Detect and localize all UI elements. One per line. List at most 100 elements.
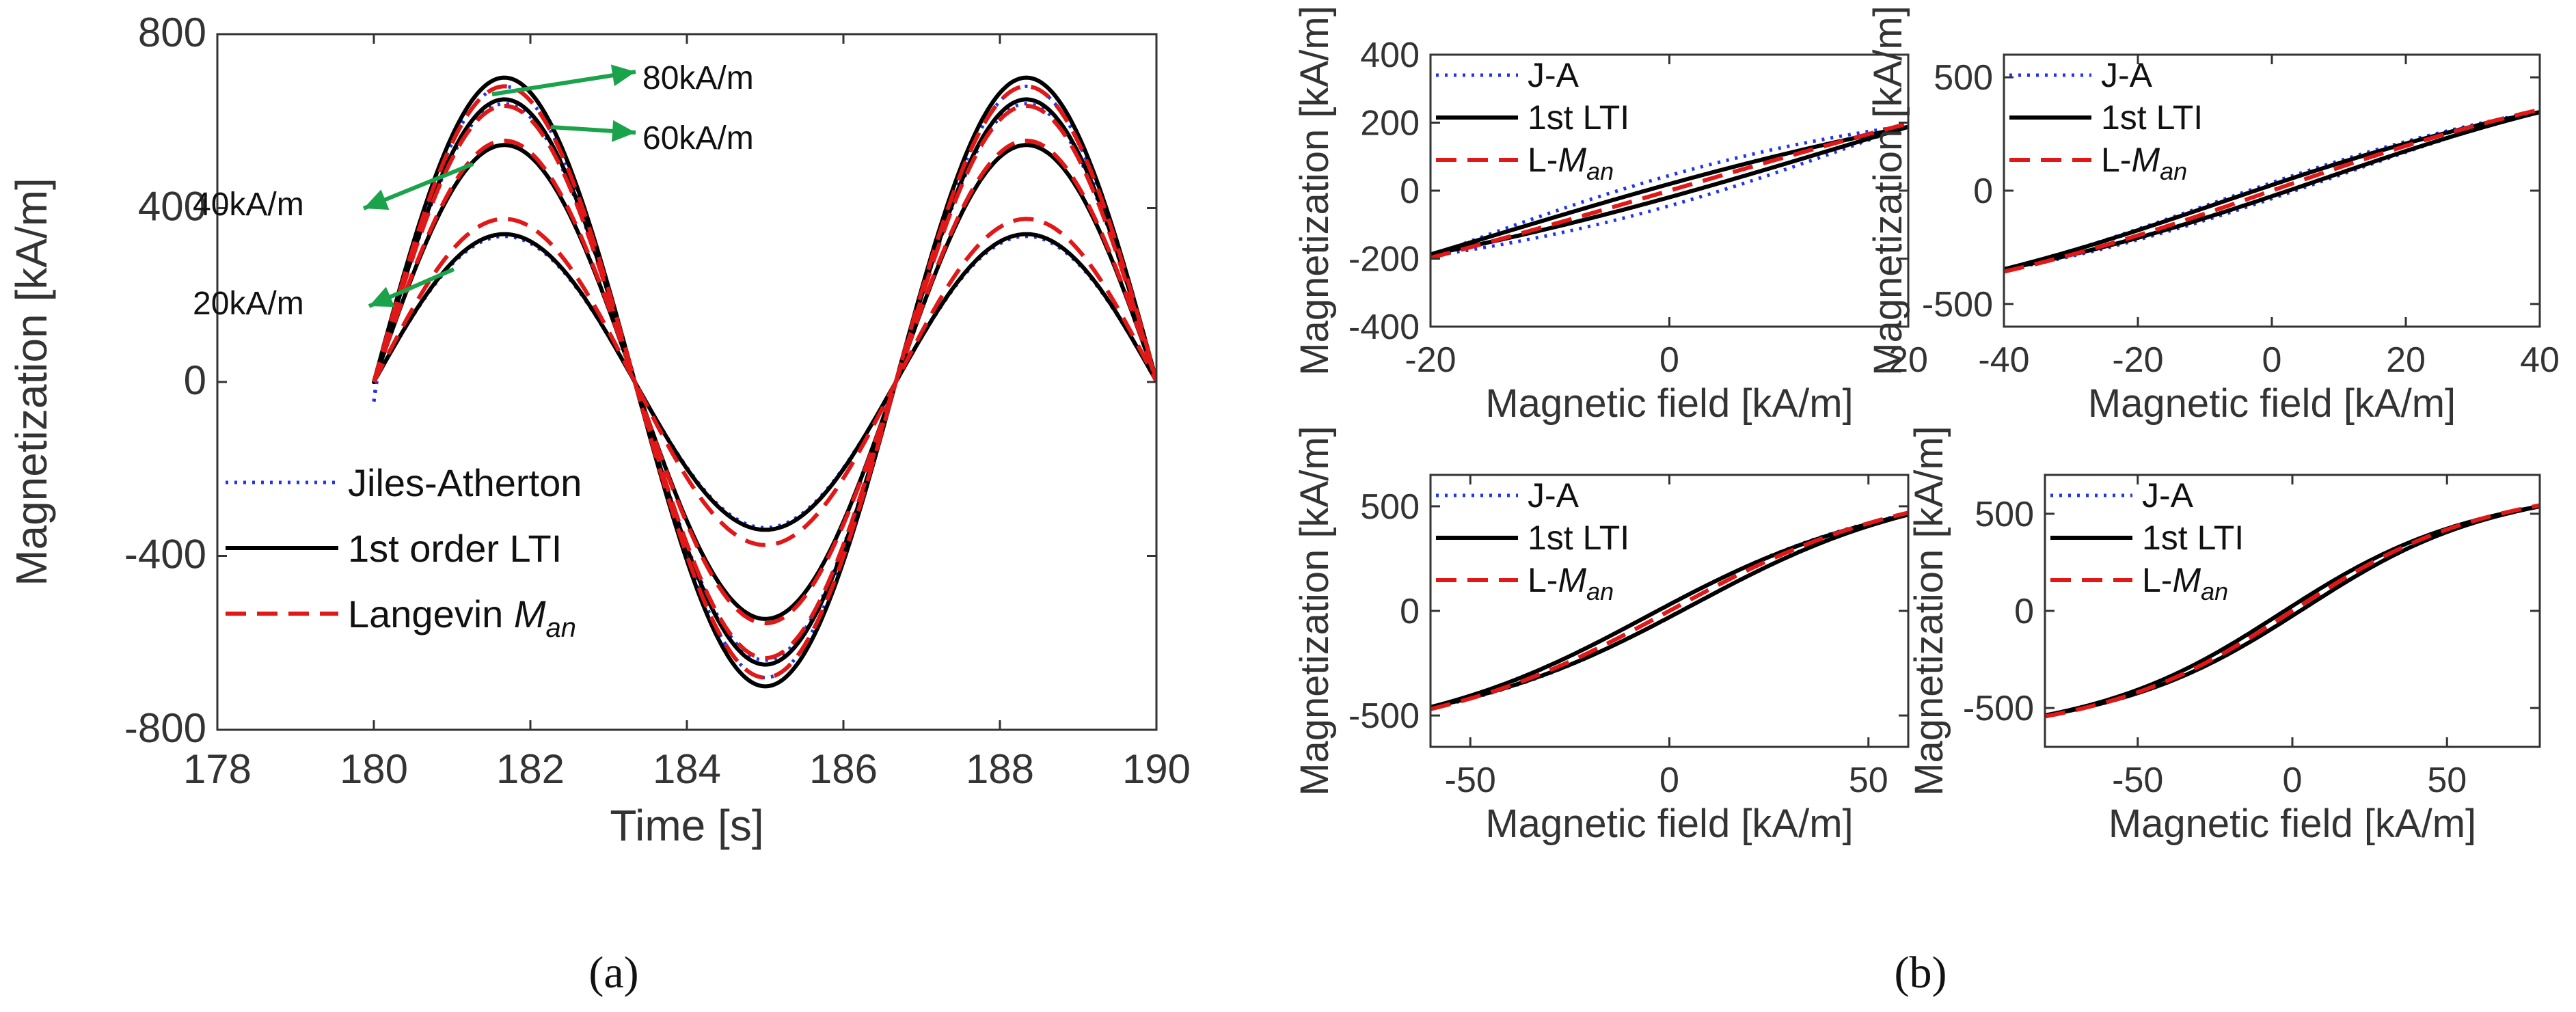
panel-b2-chart: -40 -20 0 20 40 -500 0 500 Magnetic field [kA/m]… <box>1866 5 2560 426</box>
plot-area <box>372 75 1156 689</box>
x-tick-label: 0 <box>1659 340 1679 380</box>
legend-label-3: L-Man <box>1528 141 1614 185</box>
legend-text: J-A <box>2142 476 2194 515</box>
legend-text: J-A <box>2101 56 2153 94</box>
legend-italic: M <box>1558 561 1586 599</box>
annotation-arrows <box>362 64 636 308</box>
x-tick-label: 40 <box>2520 340 2560 380</box>
legend-text: L- <box>2101 141 2131 179</box>
legend-label-3: L-Man <box>1528 561 1614 605</box>
x-tick-label: 50 <box>2427 761 2467 800</box>
panel-a-chart: 178 180 182 184 186 188 190 -800 -400 0 400 800 Time… <box>7 10 1191 850</box>
series-solid-descending <box>1431 124 1908 257</box>
annotation-arrow-head <box>369 286 395 307</box>
annotation-arrow-line <box>491 70 636 96</box>
series-solid-ascending <box>1431 124 1908 257</box>
annotation-arrow-head <box>364 189 390 210</box>
series-dashed <box>2045 503 2540 719</box>
legend-label-2: 1st LTI <box>1528 98 1629 137</box>
legend-label-3: L-Man <box>2101 141 2187 185</box>
y-tick-label: 0 <box>1400 172 1420 211</box>
legend-text: L- <box>1528 141 1558 179</box>
x-axis-label: Magnetic field [kA/m] <box>1485 802 1853 846</box>
legend-text: 1st order LTI <box>348 527 562 570</box>
x-tick-label: 0 <box>2262 340 2282 380</box>
y-tick-label: -500 <box>1348 696 1420 736</box>
y-tick-label: -800 <box>124 705 206 751</box>
legend-text: 1st LTI <box>1528 98 1629 137</box>
legend-label-2: 1st LTI <box>2101 98 2203 137</box>
x-tick-label: 0 <box>2283 761 2303 800</box>
legend-text: Langevin <box>348 592 514 635</box>
x-tick-label: -40 <box>1978 340 2029 380</box>
legend-text: 1st LTI <box>2101 98 2203 137</box>
y-axis-label: Magnetization [kA/m] <box>7 178 56 586</box>
x-axis-label: Magnetic field [kA/m] <box>2109 802 2476 846</box>
x-axis-label: Magnetic field [kA/m] <box>1485 381 1853 426</box>
caption-a: (a) <box>588 948 638 998</box>
plot-area <box>2045 503 2540 719</box>
legend-subscript: an <box>2160 157 2187 185</box>
series-dotted-ascending <box>1431 124 1908 258</box>
legend-italic: M <box>1558 141 1586 179</box>
y-tick-label: -400 <box>1348 307 1420 347</box>
y-axis-label: Magnetization [kA/m] <box>1292 5 1337 376</box>
legend-text: J-A <box>1528 56 1580 94</box>
legend-italic: M <box>2172 561 2201 599</box>
plot-area <box>1431 510 1908 711</box>
legend-text: L- <box>2142 561 2172 599</box>
annotation-40: 40kA/m <box>193 187 304 223</box>
legend-text: J-A <box>1528 476 1580 515</box>
series-solid-descending <box>2004 110 2540 271</box>
x-tick-label: 50 <box>1849 761 1888 800</box>
legend-text: Jiles-Atherton <box>348 461 582 504</box>
y-tick-label: 500 <box>1975 495 2034 534</box>
annotation-80: 80kA/m <box>642 60 754 96</box>
annotation-20: 20kA/m <box>193 286 304 322</box>
y-axis-label: Magnetization [kA/m] <box>1866 5 1910 376</box>
x-tick-label: -20 <box>1405 340 1456 380</box>
series-dashed-20kA <box>372 217 1156 547</box>
legend-label-1: J-A <box>1528 476 1580 515</box>
series-dotted-20kA <box>372 234 1156 530</box>
y-tick-label: -400 <box>124 532 206 577</box>
annotation-arrow-head <box>610 64 636 87</box>
x-tick-label: 180 <box>340 746 408 792</box>
legend-subscript: an <box>1586 577 1614 605</box>
x-tick-label: 188 <box>966 746 1034 792</box>
legend-label-2: 1st LTI <box>1528 519 1629 557</box>
y-tick-label: 500 <box>1934 58 1993 98</box>
caption-b: (b) <box>1895 948 1947 998</box>
series-solid-60kA <box>372 97 1156 667</box>
series-solid-20kA <box>372 232 1156 532</box>
x-axis-label: Time [s] <box>610 801 763 850</box>
legend-label-3: Langevin Man <box>348 592 576 643</box>
legend-italic: M <box>2131 141 2160 179</box>
legend-subscript: an <box>2201 577 2228 605</box>
series-dashed-80kA <box>372 84 1156 680</box>
plot-area <box>1431 121 1908 260</box>
legend-label-1: J-A <box>2101 56 2153 94</box>
y-tick-label: 400 <box>1360 36 1420 75</box>
y-tick-label: 0 <box>2014 592 2034 631</box>
legend-label-1: J-A <box>2142 476 2194 515</box>
y-tick-label: 0 <box>1400 592 1420 631</box>
legend-label-1: Jiles-Atherton <box>348 461 582 504</box>
series-dashed-40kA <box>372 138 1156 626</box>
x-tick-label: -50 <box>1445 761 1496 800</box>
field-annotations: 80kA/m 60kA/m 40kA/m 20kA/m <box>193 60 754 322</box>
y-tick-label: 800 <box>138 10 206 55</box>
legend-text: L- <box>1528 561 1558 599</box>
legend-label-2: 1st LTI <box>2142 519 2244 557</box>
series-dashed <box>1431 510 1908 711</box>
legend-label-2: 1st order LTI <box>348 527 562 570</box>
y-tick-label: 0 <box>184 357 206 403</box>
x-tick-label: 0 <box>1659 761 1679 800</box>
plot-area <box>2004 107 2540 274</box>
series-solid-80kA <box>372 75 1156 689</box>
legend-italic: M <box>514 592 546 635</box>
y-tick-label: 500 <box>1360 487 1420 527</box>
